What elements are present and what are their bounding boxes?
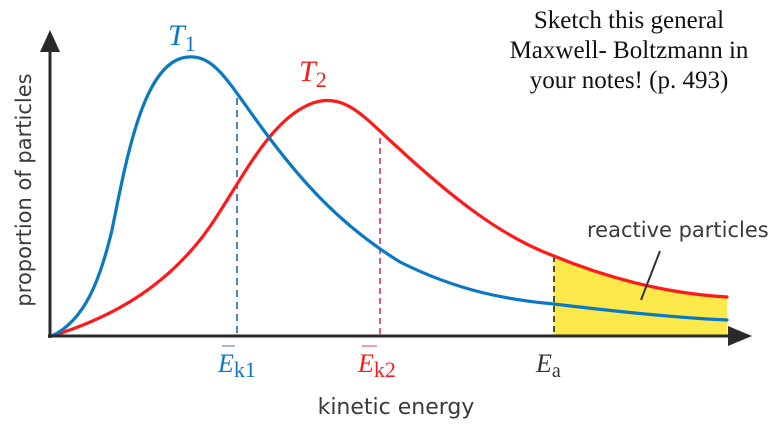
- reactive-particles-label: reactive particles: [587, 218, 769, 242]
- y-axis-arrow-icon: [40, 30, 60, 52]
- t2-curve: [50, 98, 729, 338]
- ek2-label: Ek2: [357, 349, 396, 382]
- reactive-pointer-line: [640, 250, 661, 301]
- t1-curve: [50, 55, 729, 338]
- ea-label: Ea: [535, 349, 561, 382]
- x-axis-title: kinetic energy: [318, 395, 475, 420]
- ek1-label: Ek1: [217, 349, 256, 382]
- y-axis-title: proportion of particles: [12, 73, 36, 306]
- t2-label: T2: [299, 55, 327, 92]
- sketch-instruction-note: Sketch this general Maxwell- Boltzmann i…: [509, 7, 749, 94]
- t1-label: T1: [168, 19, 196, 56]
- x-axis-arrow-icon: [728, 326, 752, 346]
